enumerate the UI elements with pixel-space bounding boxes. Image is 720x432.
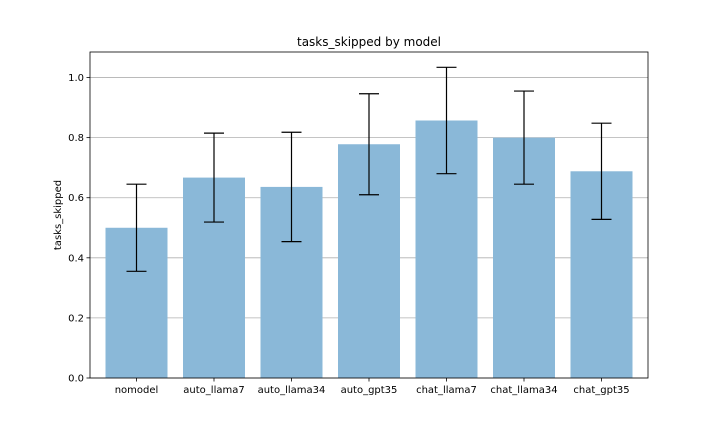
y-tick-label: 0.4 [68,253,84,264]
plot-frame [89,51,649,379]
y-axis-label: tasks_skipped [53,180,64,250]
axes [86,51,649,382]
error-bars [126,66,612,272]
x-tick-label: chat_llama34 [490,385,557,396]
x-tick-label: chat_llama7 [416,385,477,396]
tick-labels: 0.0 0.2 0.4 0.6 0.8 1.0 nomodel auto_llama7 auto… [68,73,630,396]
y-tick-label: 0.6 [68,193,84,204]
y-tick-label: 0.0 [68,374,84,385]
x-tick-label: auto_gpt35 [341,385,398,396]
chart-title: tasks_skipped by model [297,35,441,49]
x-tick-label: auto_llama34 [258,385,326,396]
x-tick-label: auto_llama7 [183,385,244,396]
x-tick-label: chat_gpt35 [573,385,629,396]
y-tick-label: 0.2 [68,313,84,324]
x-tick-label: nomodel [115,385,159,396]
y-tick-label: 0.8 [68,133,84,144]
y-tick-label: 1.0 [68,73,84,84]
